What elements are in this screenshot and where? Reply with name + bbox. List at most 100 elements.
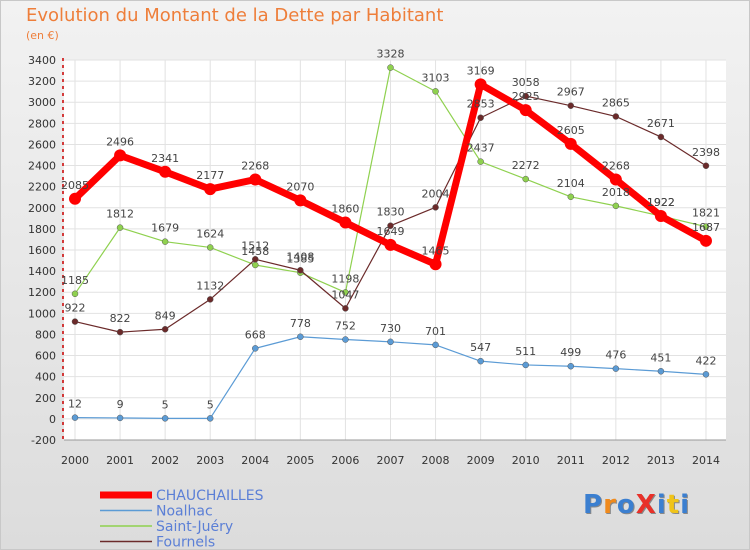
- legend-label: Fournels: [156, 535, 215, 550]
- data-label: 2268: [602, 159, 630, 172]
- data-point: [432, 204, 439, 211]
- data-label: 1812: [106, 208, 134, 221]
- data-label: 1185: [61, 274, 89, 287]
- data-point: [657, 368, 665, 375]
- data-label: 12: [68, 398, 82, 411]
- y-tick-label: 0: [49, 413, 56, 426]
- data-point: [116, 414, 124, 422]
- data-point: [114, 149, 127, 162]
- y-tick-label: 2400: [28, 160, 56, 173]
- data-label: 730: [380, 322, 401, 335]
- data-label: 2398: [692, 146, 720, 159]
- data-point: [252, 345, 259, 352]
- y-tick-label: 2600: [28, 138, 56, 151]
- x-tick-label: 2007: [376, 454, 404, 467]
- data-point: [522, 361, 529, 369]
- data-label: 1385: [286, 253, 314, 266]
- data-point: [342, 336, 349, 343]
- data-point: [477, 114, 484, 121]
- data-label: 1047: [331, 288, 359, 301]
- data-point: [654, 210, 667, 223]
- data-label: 2085: [61, 179, 89, 192]
- data-label: 2018: [602, 186, 630, 199]
- data-point: [116, 224, 124, 231]
- data-label: 1679: [151, 222, 179, 235]
- data-point: [116, 328, 124, 336]
- data-point: [657, 133, 665, 141]
- y-tick-label: 1200: [28, 286, 56, 299]
- data-point: [71, 290, 79, 298]
- data-label: 2104: [557, 177, 585, 190]
- data-point: [159, 165, 172, 178]
- data-point: [206, 244, 214, 251]
- data-label: 3328: [376, 48, 404, 61]
- data-point: [474, 78, 487, 91]
- data-label: 778: [290, 317, 311, 330]
- data-label: 2967: [557, 86, 585, 99]
- data-label: 922: [65, 302, 86, 315]
- chart-subtitle: (en €): [26, 29, 59, 42]
- legend-label: Noalhac: [156, 504, 213, 520]
- data-label: 849: [155, 309, 176, 322]
- data-label: 701: [425, 325, 446, 338]
- data-label: 511: [515, 345, 536, 358]
- y-tick-label: 3000: [28, 96, 56, 109]
- data-label: 1687: [692, 221, 720, 234]
- y-tick-label: 200: [35, 392, 56, 405]
- data-label: 1922: [647, 196, 675, 209]
- data-point: [429, 258, 442, 271]
- data-label: 2437: [467, 142, 495, 155]
- y-tick-label: 1800: [28, 223, 56, 236]
- data-label: 2865: [602, 96, 630, 109]
- data-point: [702, 371, 710, 378]
- data-label: 5: [162, 398, 169, 411]
- x-tick-label: 2008: [422, 454, 450, 467]
- data-label: 1458: [241, 245, 269, 258]
- data-label: 2272: [512, 159, 540, 172]
- data-point: [432, 88, 439, 95]
- data-point: [342, 305, 349, 312]
- x-tick-label: 2005: [286, 454, 314, 467]
- data-point: [387, 64, 394, 71]
- data-label: 2341: [151, 152, 179, 165]
- proxiti-logo: ProXiti: [583, 490, 691, 520]
- data-label: 2268: [241, 159, 269, 172]
- data-point: [519, 104, 532, 117]
- data-label: 822: [110, 312, 131, 325]
- data-point: [702, 162, 710, 170]
- data-label: 1465: [422, 244, 450, 257]
- data-label: 2925: [512, 90, 540, 103]
- data-point: [522, 175, 529, 183]
- data-point: [477, 357, 484, 365]
- data-point: [204, 183, 217, 196]
- data-label: 547: [470, 341, 491, 354]
- data-point: [161, 415, 169, 422]
- data-label: 1624: [196, 227, 224, 240]
- data-label: 2853: [467, 98, 495, 111]
- data-label: 1821: [692, 207, 720, 220]
- x-tick-label: 2000: [61, 454, 89, 467]
- data-label: 2177: [196, 169, 224, 182]
- data-point: [567, 102, 575, 109]
- data-point: [522, 92, 529, 100]
- x-tick-label: 2009: [467, 454, 495, 467]
- data-point: [567, 362, 575, 370]
- data-label: 1132: [196, 279, 224, 292]
- data-label: 1512: [241, 239, 269, 252]
- x-tick-label: 2010: [512, 454, 540, 467]
- y-tick-label: -200: [31, 434, 56, 447]
- data-point: [609, 173, 622, 186]
- data-label: 3103: [422, 71, 450, 84]
- data-point: [252, 261, 259, 269]
- data-label: 1922: [647, 196, 675, 209]
- y-tick-label: 2800: [28, 117, 56, 130]
- y-tick-label: 400: [35, 371, 56, 384]
- data-label: 2496: [106, 135, 134, 148]
- data-label: 9: [117, 398, 124, 411]
- y-tick-label: 2000: [28, 202, 56, 215]
- data-label: 1198: [331, 272, 359, 285]
- data-point: [432, 341, 439, 349]
- chart-title: Evolution du Montant de la Dette par Hab…: [26, 5, 444, 26]
- data-point: [567, 193, 575, 201]
- legend-label: CHAUCHAILLES: [156, 488, 264, 504]
